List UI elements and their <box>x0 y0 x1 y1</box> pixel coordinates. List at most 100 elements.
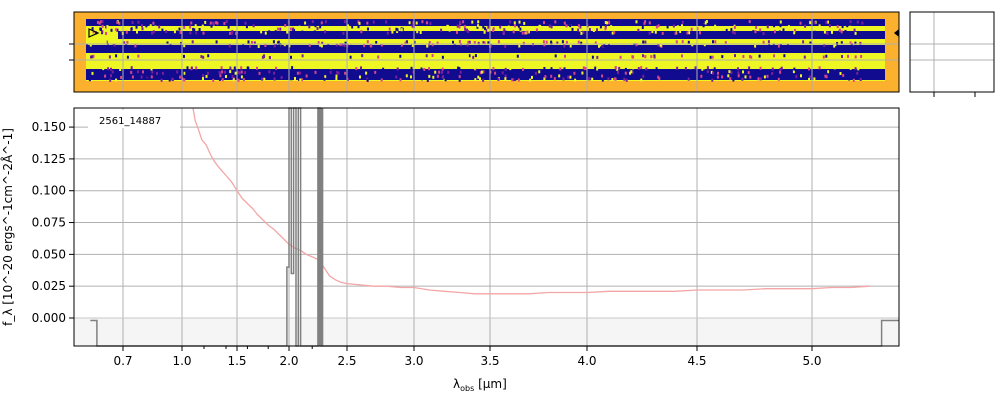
noise-pixel <box>504 67 507 71</box>
noise-pixel <box>504 74 507 78</box>
noise-pixel <box>569 24 572 28</box>
noise-pixel <box>91 41 94 45</box>
noise-pixel <box>396 28 399 32</box>
noise-pixel <box>202 31 205 35</box>
noise-pixel <box>759 77 762 81</box>
noise-pixel <box>616 67 619 71</box>
noise-pixel <box>563 21 566 25</box>
noise-pixel <box>844 21 847 25</box>
noise-pixel <box>386 31 389 35</box>
noise-pixel <box>240 70 243 74</box>
noise-pixel <box>840 30 843 34</box>
noise-pixel <box>577 24 580 28</box>
noise-pixel <box>193 28 196 32</box>
noise-pixel <box>795 75 798 79</box>
noise-pixel <box>580 41 583 45</box>
noise-pixel <box>231 75 234 79</box>
noise-pixel <box>582 66 585 70</box>
noise-pixel <box>387 20 390 24</box>
noise-pixel <box>319 43 322 47</box>
noise-pixel <box>842 74 845 77</box>
noise-pixel <box>111 70 114 74</box>
noise-pixel <box>464 27 467 31</box>
noise-pixel <box>299 78 302 82</box>
noise-pixel <box>119 72 122 75</box>
noise-pixel <box>452 40 454 44</box>
noise-pixel <box>104 74 107 78</box>
noise-pixel <box>645 67 648 71</box>
below-zero-shading <box>74 318 899 346</box>
noise-pixel <box>106 25 109 29</box>
noise-pixel <box>428 74 431 78</box>
noise-pixel <box>298 77 301 81</box>
noise-pixel <box>856 20 859 24</box>
noise-pixel <box>839 72 842 75</box>
noise-pixel <box>655 25 658 29</box>
pixel-noise <box>86 20 867 82</box>
noise-pixel <box>511 78 514 82</box>
noise-pixel <box>168 78 171 82</box>
noise-pixel <box>329 70 332 74</box>
noise-pixel <box>483 41 486 45</box>
noise-pixel <box>686 70 689 74</box>
noise-pixel <box>825 54 828 58</box>
noise-pixel <box>300 78 303 82</box>
noise-pixel <box>744 75 747 79</box>
noise-pixel <box>793 31 796 35</box>
noise-pixel <box>242 78 245 82</box>
noise-pixel <box>733 25 736 29</box>
noise-pixel <box>613 31 616 35</box>
noise-pixel <box>329 66 332 70</box>
noise-pixel <box>119 68 122 71</box>
noise-pixel <box>702 20 705 24</box>
noise-pixel <box>686 31 689 35</box>
noise-pixel <box>474 54 477 58</box>
noise-pixel <box>116 28 119 32</box>
noise-pixel <box>622 71 625 75</box>
noise-pixel <box>220 66 223 70</box>
noise-pixel <box>596 28 598 32</box>
noise-pixel <box>730 71 733 75</box>
noise-pixel <box>522 67 524 71</box>
noise-pixel <box>588 55 591 59</box>
noise-pixel <box>216 21 219 25</box>
noise-pixel <box>277 41 280 45</box>
noise-pixel <box>706 66 709 70</box>
noise-pixel <box>215 40 218 44</box>
noise-pixel <box>244 21 247 25</box>
noise-pixel <box>514 24 516 28</box>
noise-pixel <box>648 31 651 35</box>
noise-pixel <box>688 31 691 35</box>
noise-pixel <box>658 77 661 81</box>
noise-pixel <box>632 55 635 59</box>
noise-pixel <box>151 70 154 74</box>
noise-pixel <box>512 30 515 34</box>
noise-pixel <box>859 78 862 81</box>
noise-pixel <box>190 21 193 25</box>
noise-pixel <box>727 74 730 78</box>
noise-pixel <box>317 41 320 45</box>
noise-pixel <box>841 55 843 58</box>
noise-pixel <box>827 20 829 24</box>
noise-pixel <box>562 77 565 81</box>
y-tick-label: 0.000 <box>32 311 66 325</box>
noise-pixel <box>548 24 551 28</box>
noise-pixel <box>195 31 198 35</box>
noise-pixel <box>224 41 227 45</box>
noise-pixel <box>519 27 522 31</box>
noise-pixel <box>473 41 476 44</box>
noise-pixel <box>130 66 133 70</box>
noise-pixel <box>517 24 520 27</box>
noise-pixel <box>486 75 489 79</box>
noise-pixel <box>233 66 236 70</box>
noise-pixel <box>102 67 105 71</box>
noise-pixel <box>644 40 647 44</box>
noise-pixel <box>240 66 243 70</box>
noise-pixel <box>700 74 703 78</box>
upper-blue-band <box>86 19 885 26</box>
noise-pixel <box>405 74 408 78</box>
noise-pixel <box>827 70 830 74</box>
noise-pixel <box>92 30 95 34</box>
noise-pixel <box>689 66 692 70</box>
